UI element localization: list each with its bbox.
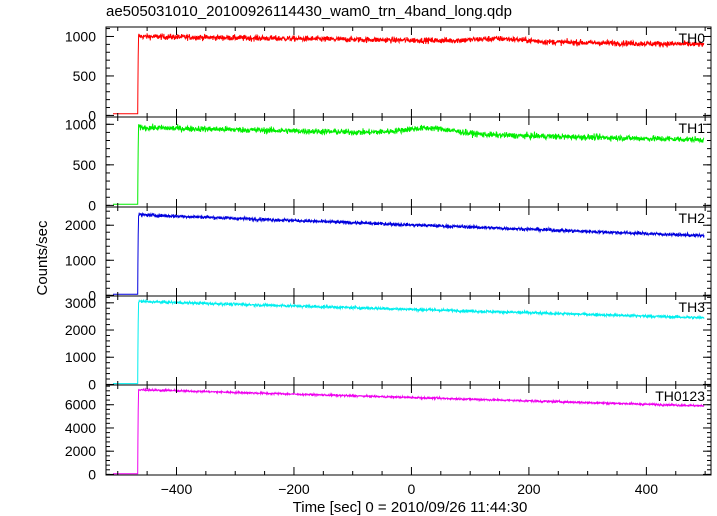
- y-tick-label: 3000: [65, 295, 96, 311]
- panel-th0: 0 500 1000 TH0: [65, 26, 712, 123]
- y-tick-label: 0: [88, 107, 96, 123]
- y-tick-label: 6000: [65, 397, 96, 413]
- y-tick-label: 0: [88, 197, 96, 213]
- chart-title: ae505031010_20100926114430_wam0_trn_4ban…: [106, 3, 512, 20]
- y-tick-label: 1000: [65, 28, 96, 44]
- panel-frame: [105, 384, 712, 476]
- series-line-th2: [113, 211, 705, 295]
- y-tick-label: 1000: [65, 116, 96, 132]
- series-label-th3: TH3: [679, 299, 706, 315]
- series-label-th0: TH0: [679, 30, 706, 46]
- series-label-th1: TH1: [679, 120, 706, 136]
- x-tick-label: −200: [278, 481, 310, 497]
- series-label-th2: TH2: [679, 210, 706, 226]
- x-tick-label: 200: [517, 481, 541, 497]
- panel-th2: 0 1000 2000 TH2: [65, 206, 712, 303]
- x-tick-label: 0: [408, 481, 416, 497]
- x-tick-label: −400: [161, 481, 193, 497]
- y-tick-label: 0: [88, 376, 96, 392]
- series-line-th0: [113, 33, 705, 115]
- y-tick-label: 0: [88, 287, 96, 303]
- series-line-th3: [113, 298, 705, 385]
- y-tick-label: 0: [88, 466, 96, 482]
- y-tick-label: 2000: [65, 217, 96, 233]
- series-line-th1: [113, 123, 705, 205]
- y-tick-label: 500: [73, 68, 97, 84]
- series-line-th0123: [113, 387, 705, 475]
- x-axis: −400 −200 0 200 400: [161, 481, 659, 497]
- y-tick-label: 2000: [65, 443, 96, 459]
- y-tick-label: 500: [73, 157, 97, 173]
- x-tick-label: 400: [635, 481, 659, 497]
- panel-th0123: 0 2000 4000 6000 TH0123: [65, 384, 712, 482]
- panel-th3: 0 1000 2000 3000 TH3: [65, 295, 712, 392]
- y-tick-label: 2000: [65, 322, 96, 338]
- y-tick-label: 4000: [65, 420, 96, 436]
- x-axis-label: Time [sec] 0 = 2010/09/26 11:44:30: [293, 499, 528, 516]
- panel-frame: [105, 206, 712, 297]
- panel-th1: 0 500 1000 TH1: [65, 116, 712, 213]
- y-axis-label: Counts/sec: [34, 220, 51, 296]
- y-tick-label: 1000: [65, 349, 96, 365]
- series-label-th0123: TH0123: [655, 388, 705, 404]
- y-tick-label: 1000: [65, 252, 96, 268]
